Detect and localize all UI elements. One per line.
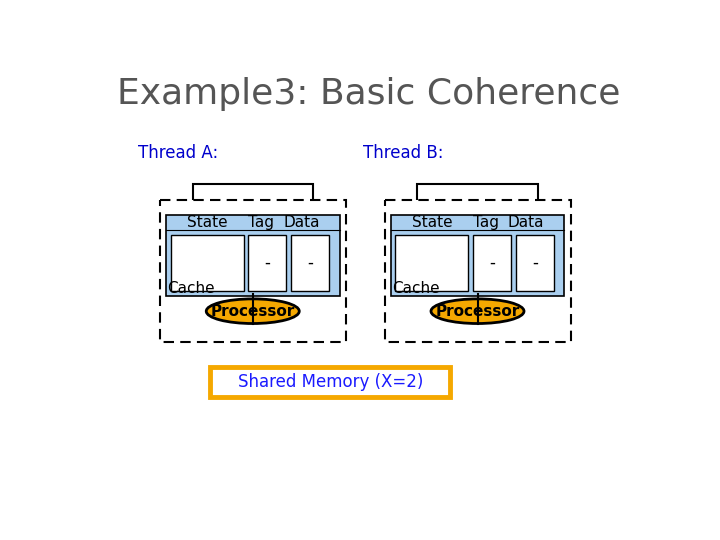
FancyBboxPatch shape (384, 200, 570, 342)
Text: Shared Memory (X=2): Shared Memory (X=2) (238, 373, 423, 391)
Bar (166, 215, 340, 296)
Text: -: - (264, 254, 270, 272)
Text: Processor: Processor (436, 303, 520, 319)
Bar (248, 235, 287, 291)
Text: Example3: Basic Coherence: Example3: Basic Coherence (117, 77, 621, 111)
FancyBboxPatch shape (160, 200, 346, 342)
Bar (418, 184, 538, 242)
Ellipse shape (206, 299, 300, 323)
Text: Tag: Tag (473, 215, 499, 230)
Text: Processor: Processor (211, 303, 295, 319)
Text: Cache: Cache (168, 281, 215, 295)
Text: -: - (489, 254, 495, 272)
Text: Data: Data (283, 215, 320, 230)
Bar (171, 235, 243, 291)
Bar (516, 235, 554, 291)
Text: Data: Data (508, 215, 544, 230)
Bar (391, 215, 564, 296)
Bar (210, 367, 451, 397)
Text: Tag: Tag (248, 215, 274, 230)
Text: Cache: Cache (392, 281, 440, 295)
Bar (473, 235, 511, 291)
Text: State: State (187, 215, 228, 230)
Bar (395, 235, 468, 291)
Text: Thread A:: Thread A: (138, 144, 218, 163)
Bar (193, 184, 312, 242)
Text: Thread B:: Thread B: (363, 144, 444, 163)
Bar (291, 235, 329, 291)
Text: -: - (532, 254, 538, 272)
Text: State: State (412, 215, 453, 230)
Text: -: - (307, 254, 313, 272)
Ellipse shape (431, 299, 524, 323)
